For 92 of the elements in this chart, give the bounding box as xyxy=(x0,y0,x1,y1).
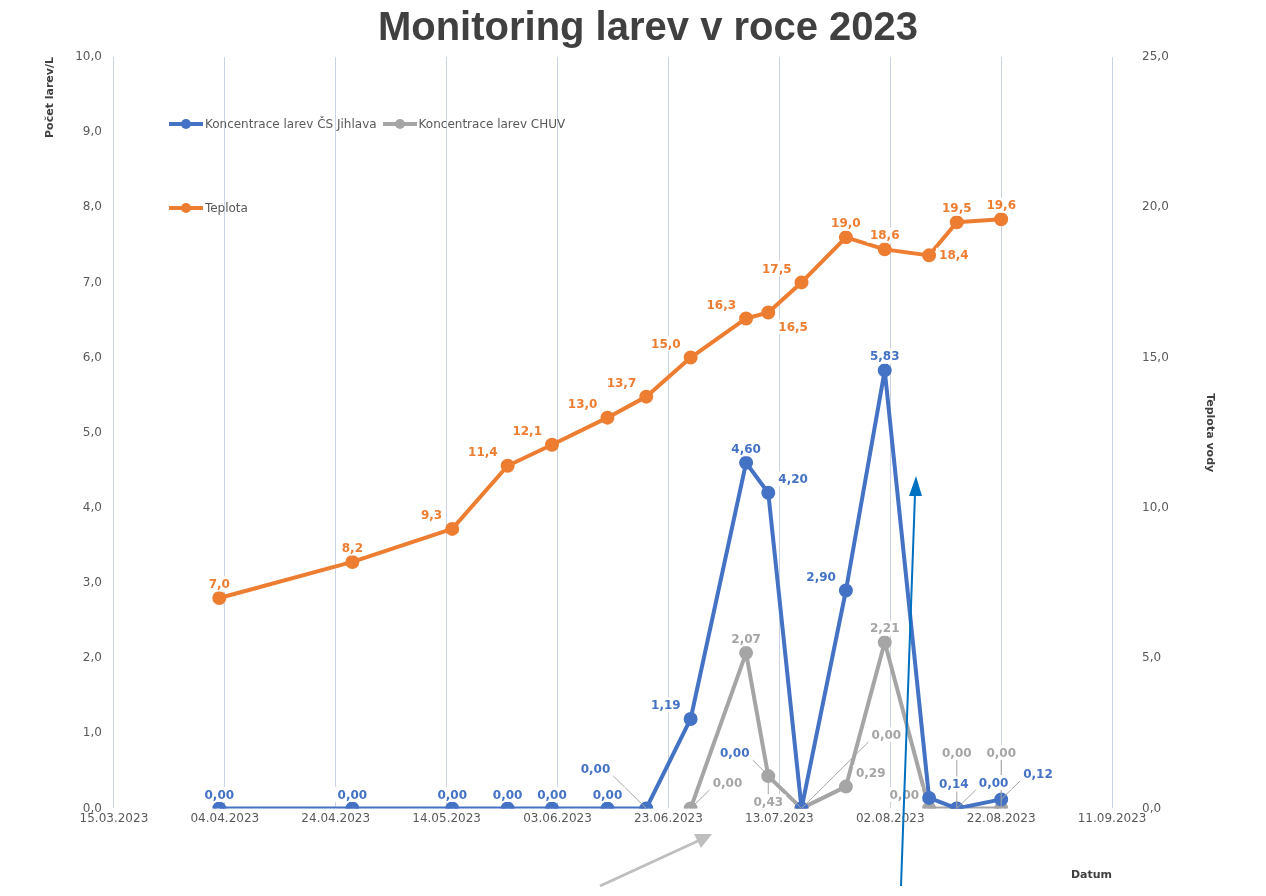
x-tick-label: 04.04.2023 xyxy=(190,810,260,825)
y-tick-label: 5,0 xyxy=(82,424,102,439)
point xyxy=(345,554,360,569)
point xyxy=(683,711,698,726)
point xyxy=(949,215,964,230)
data-label: 19,0 xyxy=(831,216,861,231)
data-label: 0,00 xyxy=(719,745,750,760)
data-label: 0,00 xyxy=(537,787,567,802)
data-label: 9,3 xyxy=(420,508,443,522)
chart-title: Monitoring larev v roce 2023 xyxy=(377,4,919,49)
data-label: 12,1 xyxy=(512,423,542,438)
data-label: 16,5 xyxy=(778,319,808,334)
data-label: 18,4 xyxy=(939,248,969,263)
data-label: 1,19 xyxy=(651,698,681,713)
data-label: 0,00 xyxy=(492,787,523,802)
data-label: 4,20 xyxy=(778,471,808,486)
x-tick-label: 24.04.2023 xyxy=(301,810,371,825)
point xyxy=(639,389,654,404)
data-label: 0,00 xyxy=(871,727,902,742)
x-tick-label: 13.07.2023 xyxy=(745,810,814,825)
y-tick-label: 9,0 xyxy=(82,124,102,139)
data-label: 2,21 xyxy=(869,621,900,636)
point xyxy=(739,455,754,470)
data-label: 2,90 xyxy=(806,569,836,584)
point xyxy=(922,248,937,263)
data-label: 4,60 xyxy=(731,441,761,456)
legend-label: Koncentrace larev ČS Jihlava xyxy=(204,117,377,131)
data-label: 8,2 xyxy=(341,541,363,556)
data-label: 13,0 xyxy=(567,396,598,411)
data-label: 0,43 xyxy=(753,795,784,810)
data-label: 0,00 xyxy=(712,775,743,790)
x-tick-label: 03.06.2023 xyxy=(523,810,592,825)
y-tick-label: 3,0 xyxy=(82,575,102,590)
data-label: 5,83 xyxy=(869,349,900,364)
point xyxy=(761,305,776,320)
data-label: 0,29 xyxy=(855,765,886,780)
point xyxy=(445,521,460,536)
data-label: 19,6 xyxy=(986,198,1016,213)
legend-label: Koncentrace larev CHUV xyxy=(418,117,566,131)
point xyxy=(877,242,892,257)
point xyxy=(838,583,853,598)
point xyxy=(794,275,809,290)
data-label: 0,00 xyxy=(437,787,467,802)
point xyxy=(739,311,754,326)
point xyxy=(838,230,853,245)
point xyxy=(739,645,754,660)
y-tick-label: 2,0 xyxy=(82,650,102,665)
y2-tick-label: 5,0 xyxy=(1142,650,1162,665)
legend-label: Teplota xyxy=(204,201,248,215)
y-tick-label: 8,0 xyxy=(82,199,102,214)
point xyxy=(761,485,776,500)
y-tick-label: 1,0 xyxy=(82,725,102,740)
data-label: 0,14 xyxy=(939,777,969,792)
y-tick-label: 7,0 xyxy=(82,274,102,289)
y2-tick-label: 15,0 xyxy=(1142,349,1169,364)
data-label: 0,00 xyxy=(592,787,623,802)
point xyxy=(877,363,892,378)
data-label: 0,00 xyxy=(942,745,972,760)
point xyxy=(877,635,892,650)
y2-axis-title: Teplota vody xyxy=(1203,393,1217,473)
x-axis-title: Datum xyxy=(1070,868,1113,882)
y2-tick-label: 20,0 xyxy=(1142,199,1169,214)
data-label: 0,00 xyxy=(986,745,1016,760)
data-label: 15,0 xyxy=(651,336,681,351)
data-label: 0,12 xyxy=(1023,766,1053,781)
data-label: 0,00 xyxy=(580,761,611,776)
point xyxy=(600,410,615,425)
y-tick-label: 6,0 xyxy=(82,349,102,364)
x-tick-label: 22.08.2023 xyxy=(966,810,1036,825)
data-label: 19,5 xyxy=(942,201,972,216)
y2-tick-label: 25,0 xyxy=(1142,49,1169,64)
point xyxy=(683,350,698,365)
point xyxy=(212,591,227,606)
data-label: 7,0 xyxy=(208,577,230,592)
y-tick-label: 4,0 xyxy=(82,499,102,514)
point xyxy=(994,212,1009,227)
y-axis-title: Počet larev/L xyxy=(43,57,57,138)
data-label: 16,3 xyxy=(706,297,737,312)
data-label: 11,4 xyxy=(468,444,498,459)
y2-tick-label: 10,0 xyxy=(1142,499,1169,514)
x-tick-label: 14.05.2023 xyxy=(412,810,481,825)
data-label: 13,7 xyxy=(606,375,637,390)
x-tick-label: 23.06.2023 xyxy=(634,810,703,825)
point xyxy=(500,458,515,473)
data-label: 18,6 xyxy=(869,228,900,243)
data-label: 0,00 xyxy=(337,787,368,802)
data-label: 0,00 xyxy=(978,775,1009,790)
data-label: 0,00 xyxy=(204,787,235,802)
data-label: 2,07 xyxy=(731,631,761,646)
data-label: 17,5 xyxy=(761,261,792,276)
point xyxy=(545,437,559,452)
y-tick-label: 10,0 xyxy=(75,49,102,64)
